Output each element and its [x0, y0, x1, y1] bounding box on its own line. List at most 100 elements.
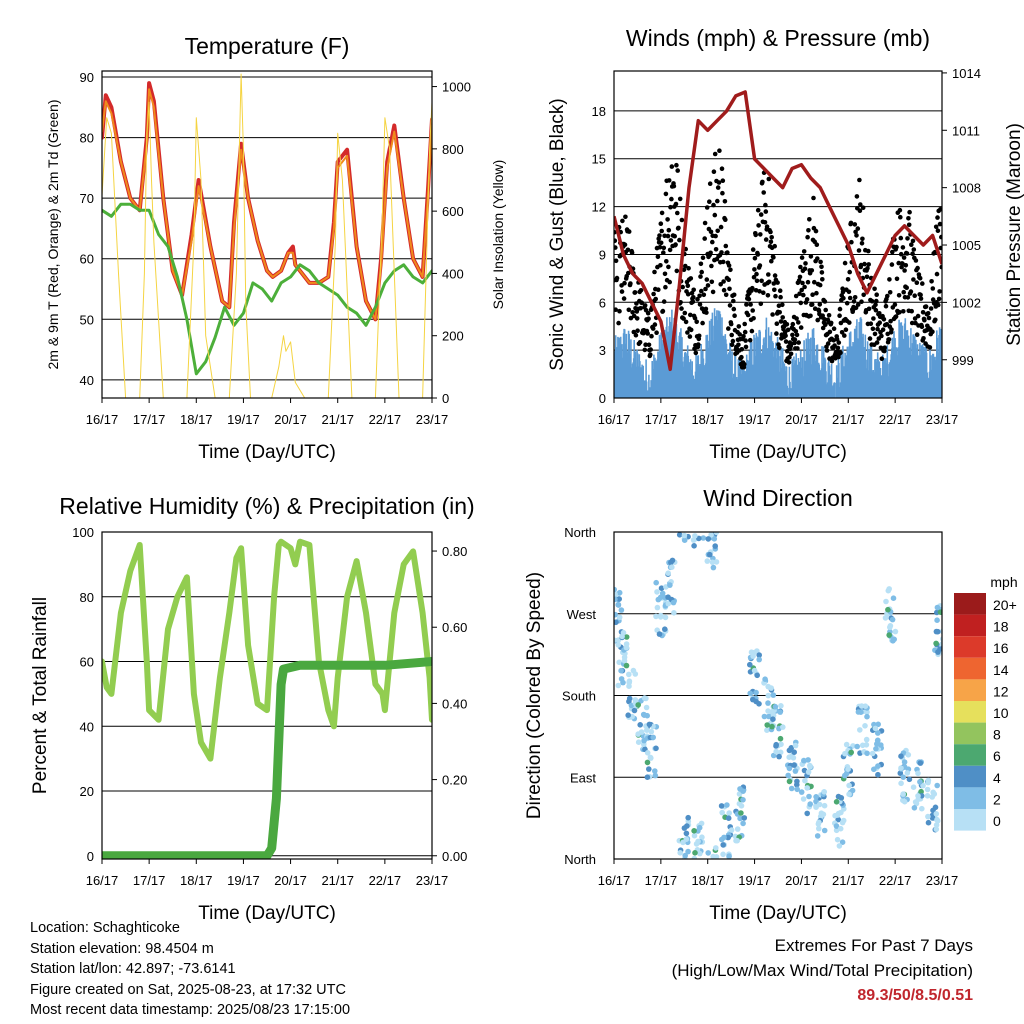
gust-point: [885, 293, 890, 299]
x-tick-label: 21/17: [321, 873, 354, 888]
direction-point: [756, 701, 762, 707]
gust-point: [855, 226, 861, 231]
extremes-box: Extremes For Past 7 Days (High/Low/Max W…: [672, 933, 973, 1008]
gust-point: [690, 299, 696, 305]
direction-point: [681, 537, 688, 543]
gust-point: [742, 362, 747, 367]
direction-point: [874, 741, 880, 747]
direction-point: [618, 676, 625, 682]
direction-point: [816, 819, 822, 826]
direction-point: [786, 754, 792, 760]
gust-point: [783, 333, 788, 339]
gust-point: [922, 317, 927, 323]
gust-point: [768, 229, 773, 235]
gust-point: [651, 291, 656, 297]
gust-point: [710, 239, 715, 245]
gust-point: [814, 290, 819, 296]
gust-point: [643, 342, 648, 348]
gust-point: [784, 322, 790, 327]
gust-point: [868, 321, 874, 327]
direction-point: [725, 834, 731, 841]
gust-point: [938, 245, 942, 251]
series-relative-humidity: [102, 538, 432, 762]
gust-point: [795, 346, 800, 351]
gust-point: [755, 252, 761, 257]
legend-swatch: [954, 679, 986, 701]
gust-point: [910, 251, 915, 257]
legend-label: 14: [993, 662, 1009, 678]
gust-point: [666, 178, 672, 183]
gust-point: [751, 274, 757, 280]
direction-point: [900, 791, 906, 797]
y-tick-label: 60: [80, 655, 94, 670]
gust-point: [699, 288, 704, 294]
gust-point: [639, 300, 645, 306]
legend-label: 20+: [993, 597, 1017, 613]
gust-point: [796, 320, 801, 325]
gust-point: [909, 320, 915, 326]
gust-point: [661, 250, 666, 255]
gust-point: [695, 296, 700, 302]
gust-point: [621, 296, 627, 301]
chart-title: Winds (mph) & Pressure (mb): [626, 25, 930, 51]
gust-point: [930, 286, 936, 291]
gust-point: [693, 350, 699, 356]
direction-point: [889, 616, 896, 623]
gust-point: [720, 259, 726, 265]
gust-point: [766, 279, 772, 285]
gust-point: [705, 283, 711, 288]
direction-point: [756, 652, 762, 658]
gust-point: [760, 179, 765, 185]
direction-point: [637, 722, 643, 728]
gust-point: [638, 288, 644, 293]
gust-point: [936, 302, 941, 308]
gust-point: [700, 320, 705, 326]
gust-point: [822, 316, 827, 322]
direction-point: [882, 615, 889, 621]
direction-point: [748, 649, 755, 655]
gust-point: [778, 294, 783, 300]
gust-point: [726, 263, 732, 268]
direction-point: [924, 786, 931, 793]
legend-label: 6: [993, 748, 1001, 764]
gust-point: [820, 325, 826, 331]
gust-point: [790, 332, 795, 338]
gust-point: [617, 308, 622, 314]
direction-point: [677, 850, 683, 856]
gust-point: [672, 233, 677, 239]
direction-point: [614, 637, 617, 643]
gust-point: [771, 281, 777, 286]
legend-label: 12: [993, 683, 1009, 699]
direction-point: [890, 595, 897, 601]
x-tick-label: 22/17: [369, 873, 402, 888]
direction-point: [842, 750, 848, 757]
direction-point: [835, 816, 841, 823]
direction-point: [834, 836, 841, 843]
direction-point: [910, 784, 917, 790]
y-tick-label: North: [564, 852, 596, 867]
gust-point: [655, 254, 661, 260]
gust-point: [914, 332, 920, 338]
direction-point: [863, 742, 870, 748]
direction-point: [897, 770, 904, 776]
gust-point: [713, 247, 719, 252]
direction-point: [818, 810, 825, 816]
gust-point: [840, 289, 846, 295]
gust-point: [800, 280, 805, 286]
direction-point: [738, 810, 744, 816]
x-tick-label: 16/17: [86, 873, 119, 888]
gust-point: [872, 331, 878, 337]
chart-3: 0 20 40 60 80 100 0.00 0.20 0.40 0.60 0.80 16/17 17/…: [30, 493, 475, 924]
gust-point: [842, 333, 847, 338]
gust-point: [822, 299, 828, 304]
direction-point: [777, 749, 784, 756]
direction-point: [710, 853, 716, 859]
y2-tick-label: 0.60: [442, 620, 467, 635]
y2-axis-label: Station Pressure (Maroon): [1004, 123, 1024, 346]
legend-label: 10: [993, 705, 1009, 721]
legend-swatch: [954, 722, 986, 745]
gust-point: [846, 289, 852, 295]
gust-point: [939, 234, 942, 240]
gust-point: [633, 332, 639, 338]
plot-area: [102, 73, 432, 398]
